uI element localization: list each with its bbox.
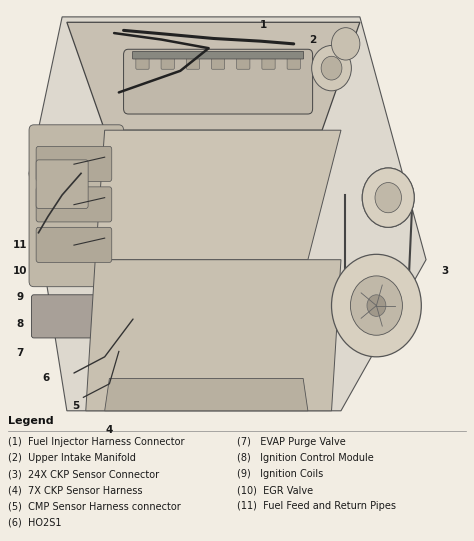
Text: (2)  Upper Intake Manifold: (2) Upper Intake Manifold xyxy=(8,453,136,463)
FancyBboxPatch shape xyxy=(36,187,112,222)
Text: (11)  Fuel Feed and Return Pipes: (11) Fuel Feed and Return Pipes xyxy=(237,502,396,511)
FancyBboxPatch shape xyxy=(36,147,112,181)
FancyBboxPatch shape xyxy=(186,54,200,69)
Text: 8: 8 xyxy=(16,320,23,329)
Circle shape xyxy=(331,28,360,60)
Circle shape xyxy=(375,182,401,213)
Polygon shape xyxy=(86,260,341,411)
Text: 11: 11 xyxy=(12,240,27,249)
FancyBboxPatch shape xyxy=(133,51,304,59)
FancyBboxPatch shape xyxy=(237,54,250,69)
Text: 5: 5 xyxy=(73,401,80,412)
Circle shape xyxy=(362,168,414,227)
Text: (3)  24X CKP Sensor Connector: (3) 24X CKP Sensor Connector xyxy=(8,469,159,479)
Text: 2: 2 xyxy=(309,35,316,44)
Circle shape xyxy=(331,254,421,357)
Text: 1: 1 xyxy=(259,20,266,30)
Text: Legend: Legend xyxy=(8,416,54,426)
Polygon shape xyxy=(67,22,360,130)
FancyBboxPatch shape xyxy=(262,54,275,69)
Circle shape xyxy=(350,276,402,335)
Polygon shape xyxy=(105,378,308,411)
Text: 7: 7 xyxy=(16,347,23,358)
FancyBboxPatch shape xyxy=(136,54,149,69)
FancyBboxPatch shape xyxy=(29,125,124,287)
FancyBboxPatch shape xyxy=(36,160,88,208)
Text: 3: 3 xyxy=(441,266,448,275)
Text: (8)   Ignition Control Module: (8) Ignition Control Module xyxy=(237,453,374,463)
Circle shape xyxy=(321,56,342,80)
FancyBboxPatch shape xyxy=(161,54,174,69)
Circle shape xyxy=(367,295,386,316)
Text: (7)   EVAP Purge Valve: (7) EVAP Purge Valve xyxy=(237,437,346,447)
Circle shape xyxy=(312,45,351,91)
Text: (10)  EGR Valve: (10) EGR Valve xyxy=(237,485,313,495)
Text: 4: 4 xyxy=(106,425,113,434)
Text: 9: 9 xyxy=(16,293,23,302)
FancyBboxPatch shape xyxy=(211,54,225,69)
Polygon shape xyxy=(29,17,426,411)
Text: (9)   Ignition Coils: (9) Ignition Coils xyxy=(237,469,323,479)
FancyBboxPatch shape xyxy=(124,49,313,114)
Polygon shape xyxy=(95,130,341,260)
Text: (1)  Fuel Injector Harness Connector: (1) Fuel Injector Harness Connector xyxy=(8,437,184,447)
Text: 6: 6 xyxy=(42,373,49,384)
Text: 10: 10 xyxy=(12,266,27,275)
Text: (5)  CMP Sensor Harness connector: (5) CMP Sensor Harness connector xyxy=(8,502,181,511)
Text: (6)  HO2S1: (6) HO2S1 xyxy=(8,518,61,527)
FancyBboxPatch shape xyxy=(31,295,121,338)
Text: (4)  7X CKP Sensor Harness: (4) 7X CKP Sensor Harness xyxy=(8,485,142,495)
FancyBboxPatch shape xyxy=(287,54,301,69)
FancyBboxPatch shape xyxy=(36,227,112,262)
